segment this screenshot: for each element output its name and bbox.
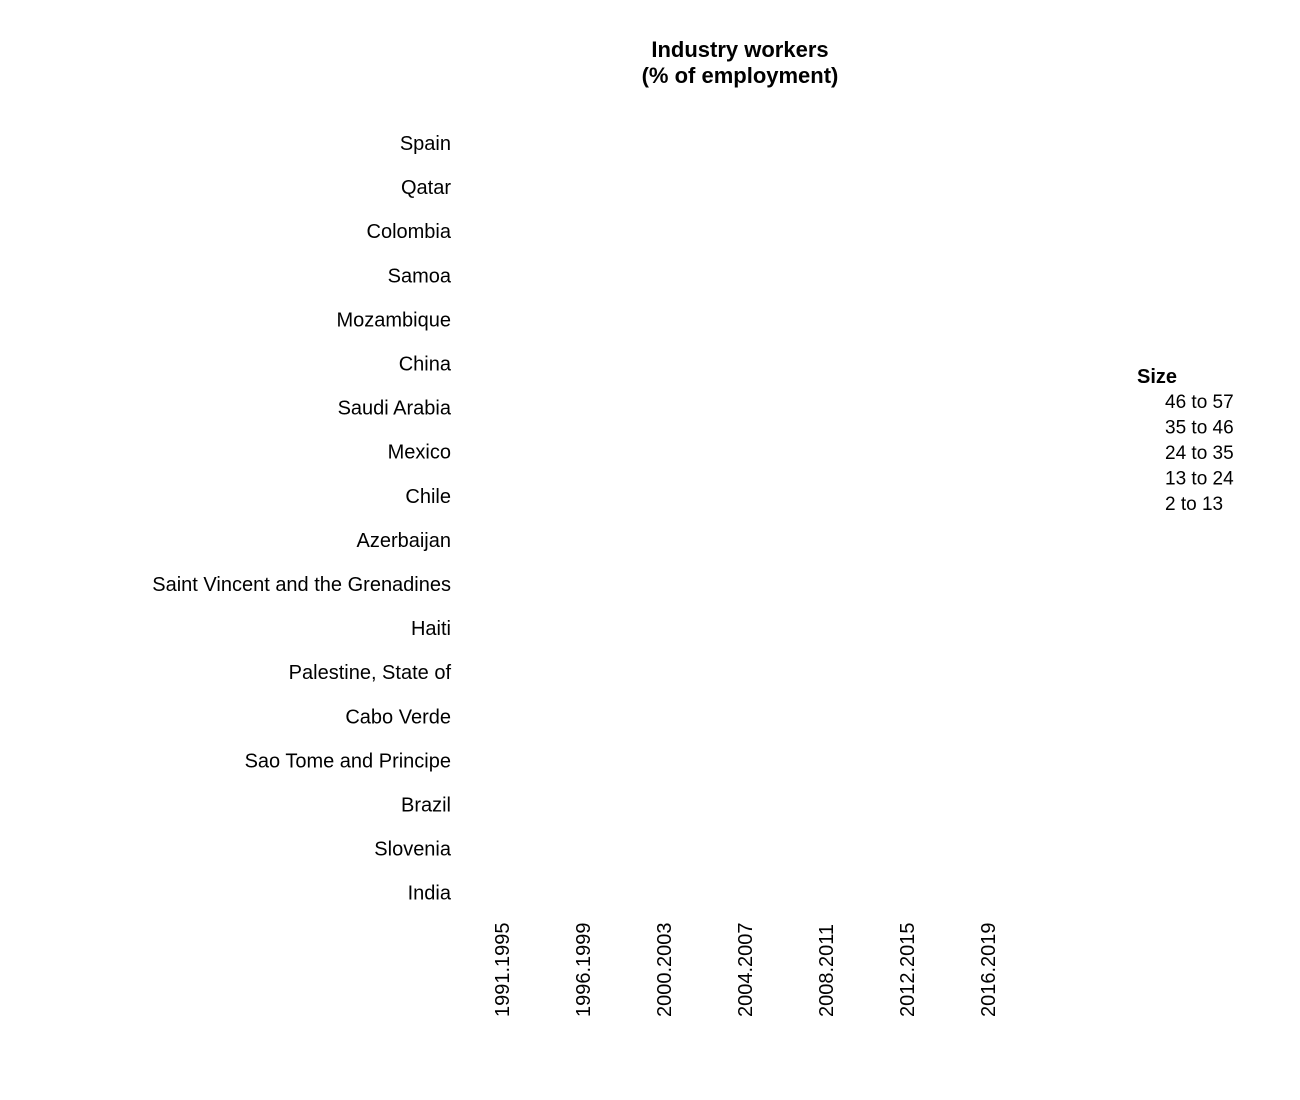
y-tick-label: Brazil [401,795,451,817]
size-legend: Size 46 to 57 35 to 46 24 to 35 13 to 24 2 to… [1137,366,1234,515]
legend-entry: 13 to 24 [1165,469,1234,490]
x-tick-label: 2008.2011 [816,924,838,1017]
x-tick-label: 2004.2007 [735,922,757,1017]
x-tick-label: 2000.2003 [654,922,676,1017]
legend-entry: 35 to 46 [1165,418,1234,439]
y-tick-label: Saint Vincent and the Grenadines [152,574,451,596]
y-axis-country-labels: Spain Qatar Colombia Samoa Mozambique China Sa… [152,133,452,905]
legend-entry: 46 to 57 [1165,392,1234,413]
chart-title-line: Industry workers [651,37,828,62]
y-tick-label: Mexico [388,442,451,464]
y-tick-label: Palestine, State of [289,662,452,684]
y-tick-label: Samoa [388,265,452,287]
chart-title: Industry workers(% of employment) [642,37,839,88]
y-tick-label: Spain [400,133,451,155]
y-tick-label: Mozambique [336,309,451,331]
x-tick-label: 1991.1995 [492,922,514,1017]
x-tick-label: 1996.1999 [573,922,595,1017]
y-tick-label: Colombia [367,221,452,243]
legend-entry: 24 to 35 [1165,443,1234,464]
y-tick-label: India [408,883,452,905]
x-tick-label: 2012.2015 [897,922,919,1017]
legend-entry: 2 to 13 [1165,494,1223,515]
chart-title-line: (% of employment) [642,63,839,88]
y-tick-label: Sao Tome and Principe [245,750,451,772]
y-tick-label: Qatar [401,177,451,199]
y-tick-label: Chile [405,486,451,508]
x-tick-label: 2016.2019 [978,922,1000,1017]
legend-title: Size [1137,366,1177,388]
x-axis-period-labels: 1991.1995 1996.1999 2000.2003 2004.2007 2008… [492,922,1000,1017]
y-tick-label: China [399,354,452,376]
y-tick-label: Cabo Verde [345,706,451,728]
y-tick-label: Haiti [411,618,451,640]
y-tick-label: Azerbaijan [356,530,451,552]
y-tick-label: Slovenia [374,839,452,861]
y-tick-label: Saudi Arabia [338,398,452,420]
